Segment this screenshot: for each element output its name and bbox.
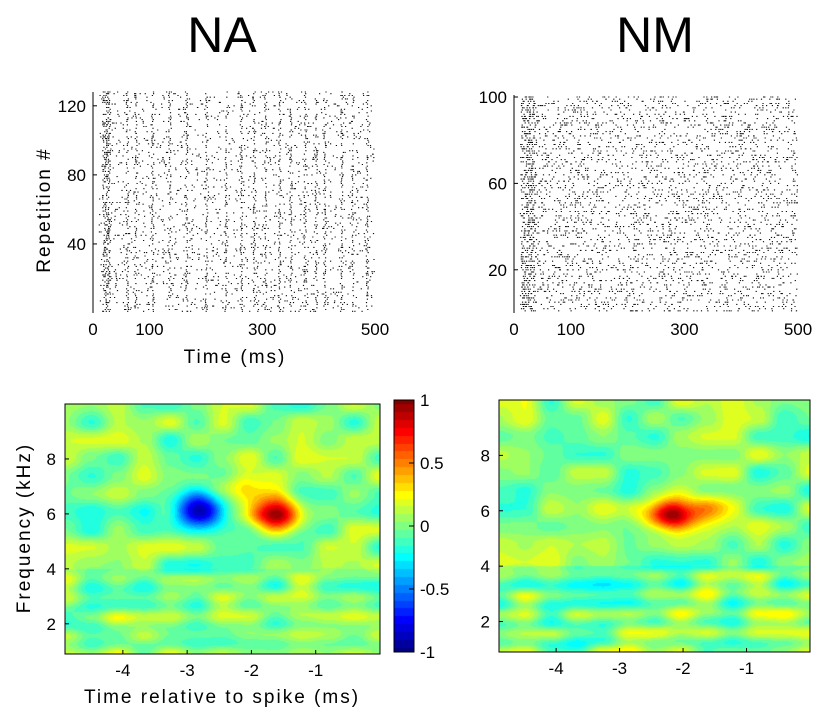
raster-na-xtick-0: 0 xyxy=(88,320,97,339)
strf-na-xtick--4: -4 xyxy=(115,661,130,680)
raster-nm-xtick-0: 0 xyxy=(509,320,518,339)
strf-na-ytick-2: 2 xyxy=(47,615,56,634)
raster-nm-ytick-100: 100 xyxy=(479,88,507,107)
strf-nm-ytick-8: 8 xyxy=(481,446,490,465)
strf-na-ylabel: Frequency (kHz) xyxy=(14,443,35,613)
raster-na-xtick-500: 500 xyxy=(361,320,389,339)
raster-nm-spike-marks xyxy=(519,96,798,312)
strf-nm-ytick-2: 2 xyxy=(481,613,490,632)
strf-na-ytick-6: 6 xyxy=(47,505,56,524)
raster-na-ylabel: Repetition # xyxy=(34,147,55,272)
raster-nm-xtick-100: 100 xyxy=(557,320,585,339)
strf-nm-xtick--2: -2 xyxy=(675,659,690,678)
raster-na-ytick-40: 40 xyxy=(67,235,86,254)
title-nm: NM xyxy=(616,7,694,63)
strf-na-ytick-8: 8 xyxy=(47,450,56,469)
strf-na-ytick-4: 4 xyxy=(47,560,56,579)
raster-na-spike-marks xyxy=(98,91,375,312)
raster-na-ytick-120: 120 xyxy=(58,97,86,116)
strf-nm-ytick-4: 4 xyxy=(481,557,490,576)
raster-na-ytick-80: 80 xyxy=(67,166,86,185)
raster-nm-xtick-300: 300 xyxy=(670,320,698,339)
strf-nm-xtick--1: -1 xyxy=(739,659,754,678)
raster-nm-spikes xyxy=(519,96,798,312)
raster-nm-ytick-20: 20 xyxy=(488,261,507,280)
strf-na-xtick--1: -1 xyxy=(308,661,323,680)
strf-nm-heatmap xyxy=(499,400,810,652)
colorbar-tick--1: -1 xyxy=(420,643,435,662)
raster-na-panel: 0 100 300 500 40 80 120 Time (ms) Repetition # xyxy=(34,91,389,368)
raster-na-xlabel: Time (ms) xyxy=(184,347,287,368)
raster-na-spikes xyxy=(98,91,375,312)
colorbar-tick-1: 1 xyxy=(420,391,429,410)
strf-na-xlabel: Time relative to spike (ms) xyxy=(84,687,360,708)
strf-na-xtick--2: -2 xyxy=(244,661,259,680)
strf-na-panel: -4 -3 -2 -1 2 4 6 8 Time relative to spike (ms)… xyxy=(14,403,381,708)
colorbar-tick-0: 0 xyxy=(420,517,429,536)
strf-nm-xtick--3: -3 xyxy=(612,659,627,678)
colorbar-tick--0.5: -0.5 xyxy=(420,580,449,599)
title-na: NA xyxy=(187,7,257,63)
strf-na-heatmap xyxy=(65,404,380,654)
raster-nm-panel: 0 100 300 500 20 60 100 xyxy=(479,88,813,339)
colorbar-tick-0.5: 0.5 xyxy=(420,454,444,473)
raster-na-xtick-100: 100 xyxy=(135,320,163,339)
colorbar: -1 -0.5 0 0.5 1 xyxy=(393,391,449,662)
strf-nm-panel: -4 -3 -2 -1 2 4 6 8 xyxy=(481,399,811,678)
strf-nm-frame xyxy=(498,399,811,653)
raster-na-xtick-300: 300 xyxy=(248,320,276,339)
strf-nm-ytick-6: 6 xyxy=(481,502,490,521)
raster-nm-ytick-60: 60 xyxy=(488,174,507,193)
strf-nm-xtick--4: -4 xyxy=(549,659,564,678)
strf-na-frame xyxy=(64,403,381,655)
raster-nm-xtick-500: 500 xyxy=(784,320,812,339)
strf-na-xtick--3: -3 xyxy=(180,661,195,680)
